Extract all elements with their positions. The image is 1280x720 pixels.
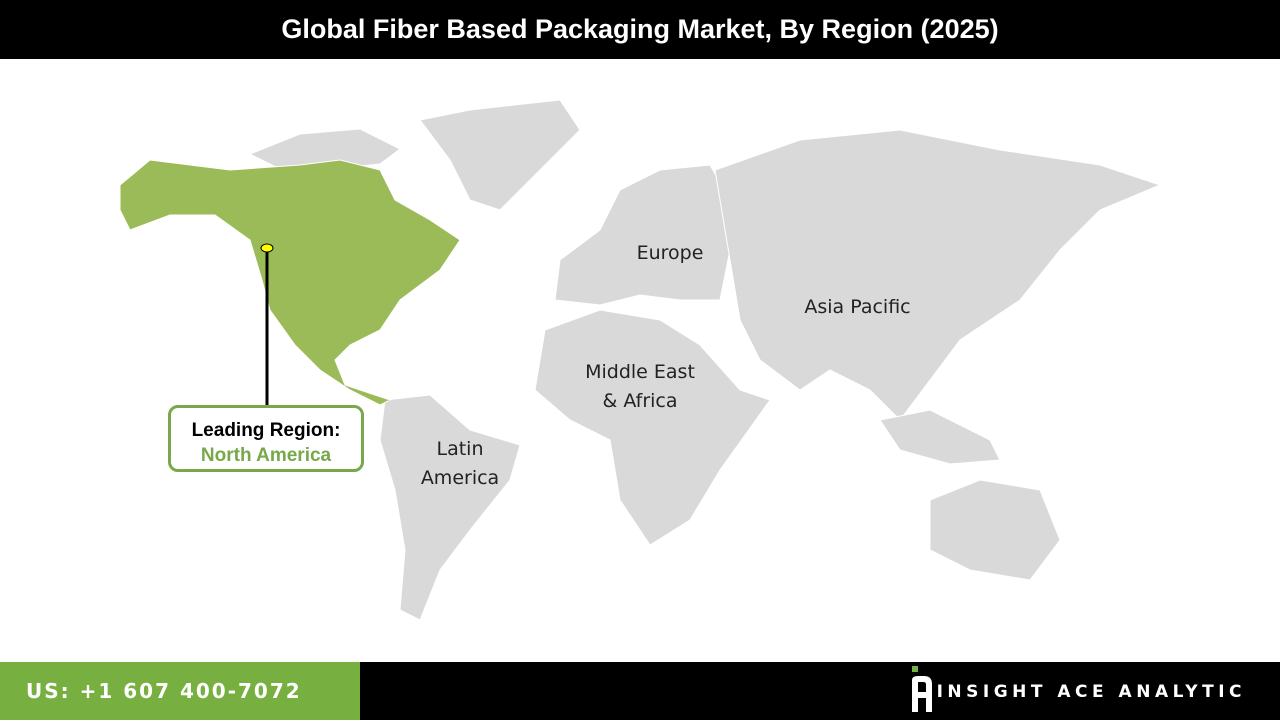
europe: [554, 164, 731, 306]
region-label-mea: Middle East & Africa: [570, 358, 710, 416]
latam-line1: Latin: [436, 438, 484, 460]
mea-line1: Middle East: [585, 361, 695, 383]
greenland: [419, 99, 581, 211]
callout-value: North America: [200, 445, 332, 466]
australia: [929, 479, 1061, 581]
africa: [534, 309, 771, 546]
mea-line2: & Africa: [602, 390, 678, 412]
region-label-asia-pacific: Asia Pacific: [804, 296, 911, 318]
leading-region-callout: Leading Region: North America: [168, 405, 364, 472]
page-title: Global Fiber Based Packaging Market, By …: [0, 0, 1280, 59]
brand-name: INSIGHT ACE ANALYTIC: [936, 682, 1246, 702]
latam-line2: America: [420, 467, 500, 489]
region-label-latin-america: Latin America: [410, 435, 510, 493]
location-marker: [260, 243, 274, 253]
asia: [714, 129, 1162, 421]
se-asia-islands: [879, 409, 1001, 465]
insight-ace-logo-icon: [912, 666, 932, 712]
region-label-europe: Europe: [636, 242, 704, 264]
brand-bar: INSIGHT ACE ANALYTIC: [360, 662, 1280, 720]
south-america: [379, 394, 521, 621]
phone-contact: US: +1 607 400-7072: [0, 662, 360, 720]
world-map: [119, 99, 1162, 621]
north-america: [119, 159, 461, 406]
callout-label: Leading Region:: [191, 420, 341, 441]
